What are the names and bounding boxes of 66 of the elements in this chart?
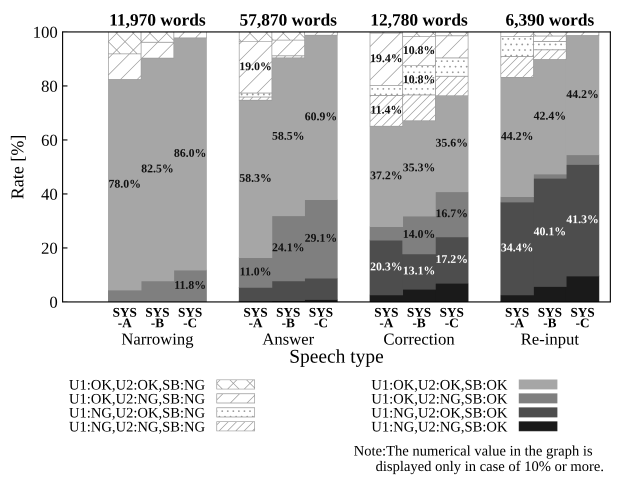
data-label: 78.0% bbox=[109, 180, 140, 188]
data-label: 86.0% bbox=[174, 148, 206, 157]
data-label: 10.8% bbox=[404, 46, 434, 54]
text: 11,970 words bbox=[110, 14, 206, 28]
data-label: 44.2% bbox=[501, 132, 532, 140]
legend-label: U1:OK,U2:NG,SB:OK bbox=[372, 394, 508, 406]
y-tick-label: 0 bbox=[50, 296, 58, 308]
data-label: 29.1% bbox=[305, 234, 336, 242]
data-label: 11.4% bbox=[371, 106, 402, 114]
data-label: 14.0% bbox=[404, 230, 434, 238]
y-tick-label: 40 bbox=[41, 188, 58, 200]
text: 6,390 words bbox=[506, 14, 594, 28]
x-axis-title: Speech type bbox=[290, 349, 384, 367]
data-label: 40.1% bbox=[534, 227, 565, 236]
y-tick-label: 100 bbox=[34, 26, 58, 38]
x-tick-label: SYS -C bbox=[440, 308, 464, 328]
y-tick-label: 60 bbox=[42, 134, 58, 146]
data-label: 24.1% bbox=[272, 243, 304, 252]
text: 57,870 words bbox=[240, 14, 337, 28]
y-axis-title: Rate [%] bbox=[10, 136, 26, 199]
x-tick-label: SYS -C bbox=[571, 308, 594, 328]
data-label: 58.5% bbox=[272, 132, 304, 140]
y-tick-label: 80 bbox=[42, 80, 58, 92]
data-label: 60.9% bbox=[305, 112, 336, 120]
legend-label: U1:NG,U2:OK,SB:NG bbox=[69, 408, 205, 420]
text: Answer bbox=[262, 334, 314, 345]
x-tick-label: SYS -A bbox=[506, 308, 529, 328]
legend-label: U1:OK,U2:OK,SB:OK bbox=[372, 380, 508, 392]
legend-label: U1:OK,U2:NG,SB:NG bbox=[69, 394, 205, 406]
x-tick-label: SYS -A bbox=[374, 308, 398, 328]
x-tick-label: SYS -B bbox=[146, 308, 169, 328]
legend-label: U1:NG,U2:NG,SB:OK bbox=[372, 422, 508, 434]
data-label: 44.2% bbox=[566, 90, 598, 98]
data-label: 13.1% bbox=[404, 266, 434, 275]
data-label: 20.3% bbox=[370, 262, 402, 271]
data-label: 82.5% bbox=[142, 164, 173, 173]
text: Narrowing bbox=[122, 333, 194, 348]
x-tick-label: SYS -A bbox=[113, 308, 136, 328]
data-label: 10.8% bbox=[404, 75, 434, 84]
legend-label: U1:NG,U2:OK,SB:OK bbox=[372, 408, 508, 420]
x-tick-label: SYS -B bbox=[408, 308, 431, 328]
data-label: 35.6% bbox=[436, 138, 467, 147]
x-tick-label: SYS -B bbox=[538, 308, 562, 328]
text: Note:The numerical value in the graph is displayed only in case of 10% or more. bbox=[354, 445, 604, 474]
x-tick-label: SYS -A bbox=[244, 308, 268, 328]
x-tick-label: SYS -C bbox=[178, 308, 202, 328]
data-label: 41.3% bbox=[566, 215, 598, 224]
data-label: 35.3% bbox=[403, 163, 434, 172]
data-label: 58.3% bbox=[240, 174, 271, 182]
text: 12,780 words bbox=[372, 14, 468, 28]
legend-label: U1:OK,U2:OK,SB:NG bbox=[69, 380, 205, 392]
text: Correction bbox=[384, 334, 454, 345]
data-label: 17.2% bbox=[436, 255, 467, 264]
text: Re-input bbox=[521, 334, 579, 348]
data-label: 11.8% bbox=[175, 281, 205, 290]
x-tick-label: SYS -C bbox=[310, 308, 332, 328]
data-label: 16.7% bbox=[436, 209, 467, 218]
data-label: 34.4% bbox=[501, 243, 532, 252]
data-label: 19.0% bbox=[240, 62, 271, 70]
y-tick-label: 20 bbox=[42, 242, 58, 254]
data-label: 42.4% bbox=[534, 112, 565, 120]
data-label: 37.2% bbox=[370, 171, 402, 180]
x-tick-label: SYS -B bbox=[276, 308, 300, 328]
data-label: 11.0% bbox=[240, 268, 270, 276]
data-label: 19.4% bbox=[371, 54, 402, 62]
legend-label: U1:NG,U2:NG,SB:NG bbox=[69, 422, 205, 434]
